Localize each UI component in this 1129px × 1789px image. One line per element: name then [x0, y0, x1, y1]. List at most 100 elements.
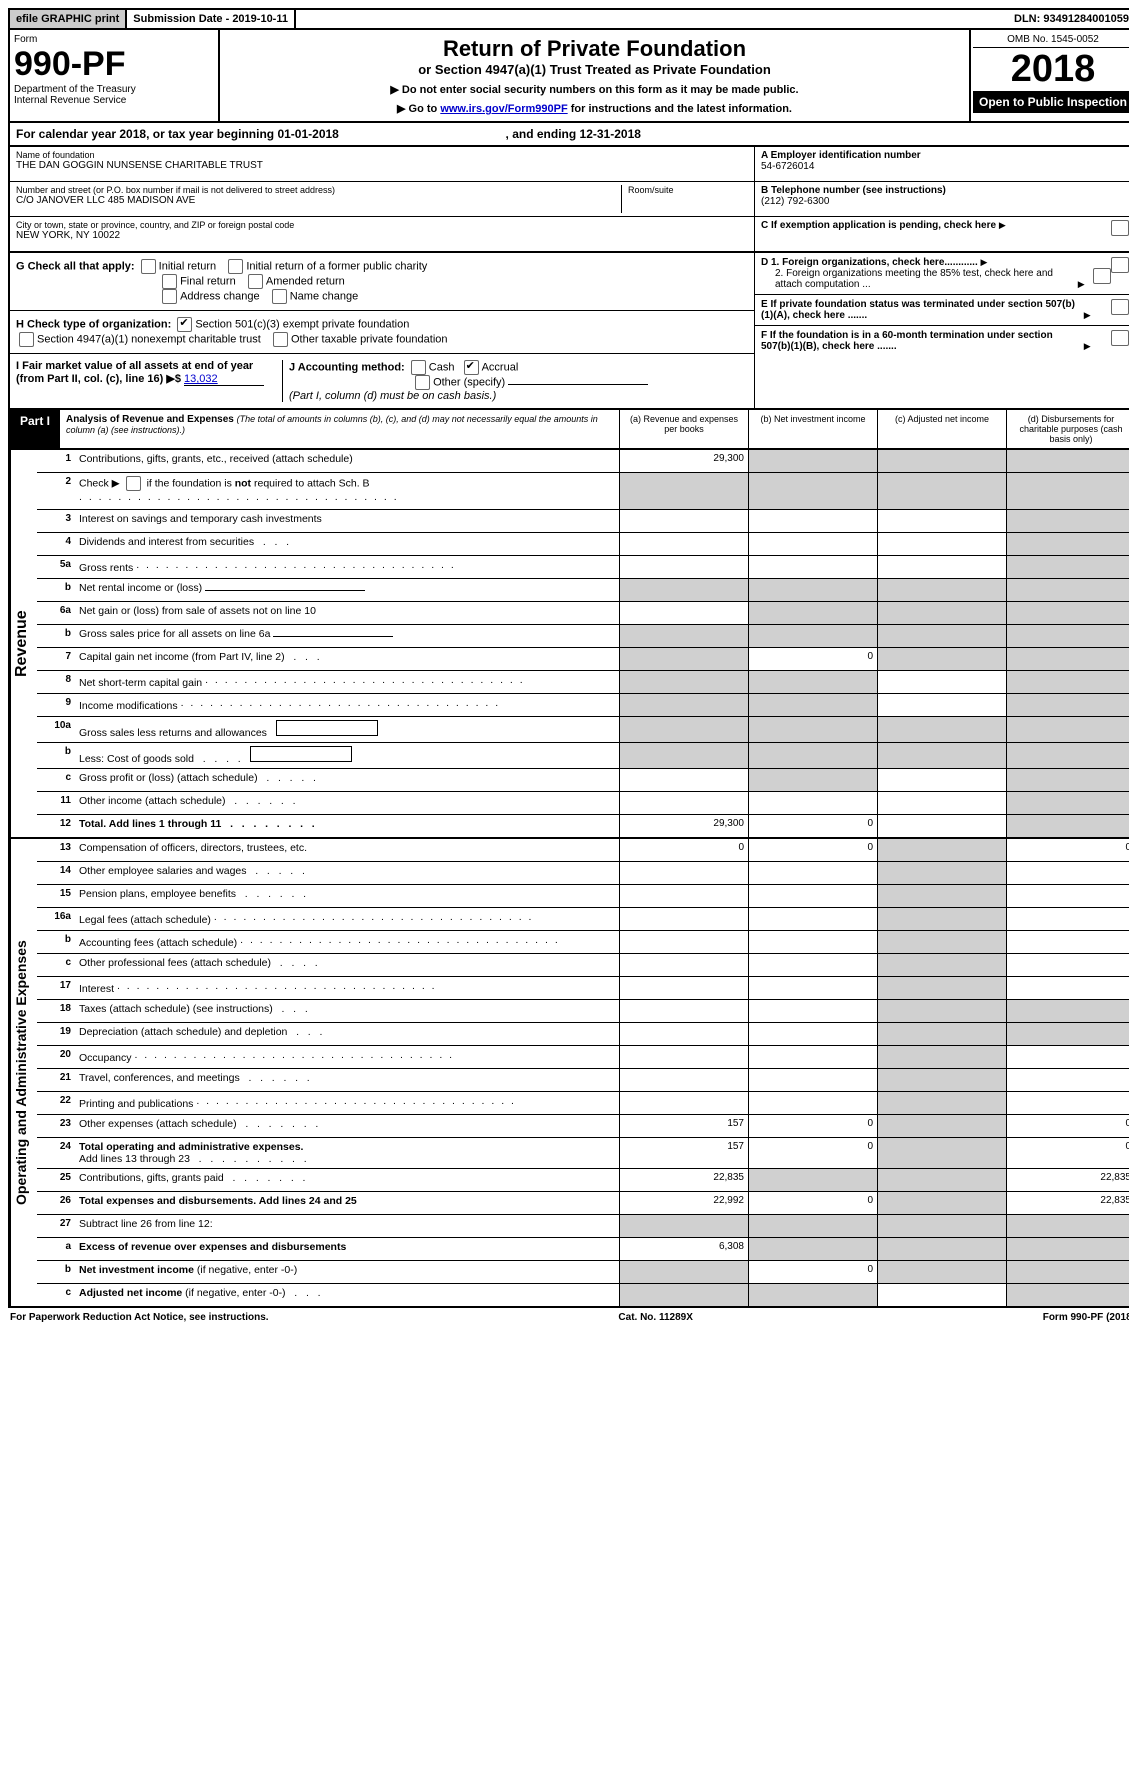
g1: Initial return: [159, 260, 216, 272]
footer-left: For Paperwork Reduction Act Notice, see …: [10, 1312, 269, 1323]
g-initial-public-checkbox[interactable]: [228, 259, 243, 274]
instr-goto: ▶ Go to www.irs.gov/Form990PF for instru…: [226, 102, 963, 115]
l10a-desc: Gross sales less returns and allowances: [77, 717, 619, 742]
j2: Accrual: [482, 361, 519, 373]
g-final-checkbox[interactable]: [162, 274, 177, 289]
l13-a: 0: [619, 839, 748, 861]
line-2: 2Check ▶ if the foundation is not requir…: [37, 473, 1129, 510]
l10c-desc: Gross profit or (loss) (attach schedule)…: [77, 769, 619, 791]
h-other-checkbox[interactable]: [273, 332, 288, 347]
form-header: Form 990-PF Department of the Treasury I…: [8, 30, 1129, 123]
form-number: 990-PF: [14, 45, 214, 84]
j-label: J Accounting method:: [289, 361, 405, 373]
g-amended-checkbox[interactable]: [248, 274, 263, 289]
line-27a: aExcess of revenue over expenses and dis…: [37, 1238, 1129, 1261]
footer-mid: Cat. No. 11289X: [618, 1312, 692, 1323]
open-public-badge: Open to Public Inspection: [973, 91, 1129, 113]
exemption-cell: C If exemption application is pending, c…: [755, 217, 1129, 251]
l17-desc: Interest: [77, 977, 619, 999]
d2-checkbox[interactable]: [1093, 268, 1111, 284]
h-4947-checkbox[interactable]: [19, 332, 34, 347]
city-value: NEW YORK, NY 10022: [16, 230, 748, 241]
j-note: (Part I, column (d) must be on cash basi…: [289, 390, 496, 402]
g-address-checkbox[interactable]: [162, 289, 177, 304]
line-6a: 6aNet gain or (loss) from sale of assets…: [37, 602, 1129, 625]
j3: Other (specify): [433, 376, 505, 388]
checks-right: D 1. Foreign organizations, check here..…: [754, 253, 1129, 408]
g-initial-checkbox[interactable]: [141, 259, 156, 274]
j-accrual-checkbox[interactable]: [464, 360, 479, 375]
form-label: Form: [14, 34, 214, 45]
g2: Initial return of a former public charit…: [246, 260, 427, 272]
ij-row: I Fair market value of all assets at end…: [10, 354, 754, 408]
l14-desc: Other employee salaries and wages . . . …: [77, 862, 619, 884]
part1-badge: Part I: [10, 410, 60, 448]
l24-a: 157: [619, 1138, 748, 1168]
l5a-desc: Gross rents: [77, 556, 619, 578]
l10b-box[interactable]: [250, 746, 352, 762]
ein-value: 54-6726014: [761, 161, 1129, 172]
room-label: Room/suite: [628, 185, 748, 195]
f-row: F If the foundation is in a 60-month ter…: [755, 326, 1129, 356]
instr-pre: ▶ Go to: [397, 103, 440, 115]
line-16b: bAccounting fees (attach schedule): [37, 931, 1129, 954]
phone-cell: B Telephone number (see instructions) (2…: [755, 182, 1129, 217]
d1-checkbox[interactable]: [1111, 257, 1129, 273]
line-9: 9Income modifications: [37, 694, 1129, 717]
l10a-box[interactable]: [276, 720, 378, 736]
expense-rows: 13Compensation of officers, directors, t…: [37, 839, 1129, 1306]
h-row: H Check type of organization: Section 50…: [10, 311, 754, 354]
fmv-value[interactable]: 13,032: [184, 373, 264, 386]
checks-left: G Check all that apply: Initial return I…: [10, 253, 754, 408]
instr-no-ssn: ▶ Do not enter social security numbers o…: [226, 83, 963, 96]
irs: Internal Revenue Service: [14, 95, 214, 106]
c-label: C If exemption application is pending, c…: [761, 220, 996, 231]
checks-section: G Check all that apply: Initial return I…: [8, 253, 1129, 410]
l23-d: 0: [1006, 1115, 1129, 1137]
arrow-icon: [1084, 341, 1094, 352]
phone-label: B Telephone number (see instructions): [761, 185, 1129, 196]
h-501c3-checkbox[interactable]: [177, 317, 192, 332]
l23-a: 157: [619, 1115, 748, 1137]
j-other-input[interactable]: [508, 384, 648, 385]
entity-right: A Employer identification number 54-6726…: [754, 147, 1129, 251]
g-name-checkbox[interactable]: [272, 289, 287, 304]
d1-row: D 1. Foreign organizations, check here..…: [755, 253, 1129, 295]
l13-d: 0: [1006, 839, 1129, 861]
line-10a: 10aGross sales less returns and allowanc…: [37, 717, 1129, 743]
f-checkbox[interactable]: [1111, 330, 1129, 346]
l24-b: 0: [748, 1138, 877, 1168]
revenue-table: Revenue 1Contributions, gifts, grants, e…: [8, 450, 1129, 839]
l1-desc: Contributions, gifts, grants, etc., rece…: [77, 450, 619, 472]
cal-begin: 01-01-2018: [277, 127, 338, 141]
e-row: E If private foundation status was termi…: [755, 295, 1129, 326]
l6a-desc: Net gain or (loss) from sale of assets n…: [77, 602, 619, 624]
calendar-year-row: For calendar year 2018, or tax year begi…: [8, 123, 1129, 147]
l12-a: 29,300: [619, 815, 748, 837]
part1-desc: Analysis of Revenue and Expenses (The to…: [60, 410, 619, 448]
efile-print-button[interactable]: efile GRAPHIC print: [10, 10, 127, 28]
irs-link[interactable]: www.irs.gov/Form990PF: [440, 103, 567, 115]
addr-value: C/O JANOVER LLC 485 MADISON AVE: [16, 195, 621, 206]
line-13: 13Compensation of officers, directors, t…: [37, 839, 1129, 862]
j-other-checkbox[interactable]: [415, 375, 430, 390]
l27-desc: Subtract line 26 from line 12:: [77, 1215, 619, 1237]
l27c-desc: Adjusted net income (if negative, enter …: [77, 1284, 619, 1306]
line-7: 7Capital gain net income (from Part IV, …: [37, 648, 1129, 671]
l18-desc: Taxes (attach schedule) (see instruction…: [77, 1000, 619, 1022]
c-checkbox[interactable]: [1111, 220, 1129, 236]
j-cash-checkbox[interactable]: [411, 360, 426, 375]
top-bar: efile GRAPHIC print Submission Date - 20…: [8, 8, 1129, 30]
l3-desc: Interest on savings and temporary cash i…: [77, 510, 619, 532]
l6b-input[interactable]: [273, 636, 393, 637]
h1: Section 501(c)(3) exempt private foundat…: [195, 318, 409, 330]
l5b-input[interactable]: [205, 590, 365, 591]
line-26: 26Total expenses and disbursements. Add …: [37, 1192, 1129, 1215]
revenue-vert-label: Revenue: [10, 450, 37, 837]
l16c-desc: Other professional fees (attach schedule…: [77, 954, 619, 976]
line-4: 4Dividends and interest from securities …: [37, 533, 1129, 556]
e-checkbox[interactable]: [1111, 299, 1129, 315]
j1: Cash: [429, 361, 455, 373]
schb-checkbox[interactable]: [126, 476, 141, 491]
l19-desc: Depreciation (attach schedule) and deple…: [77, 1023, 619, 1045]
